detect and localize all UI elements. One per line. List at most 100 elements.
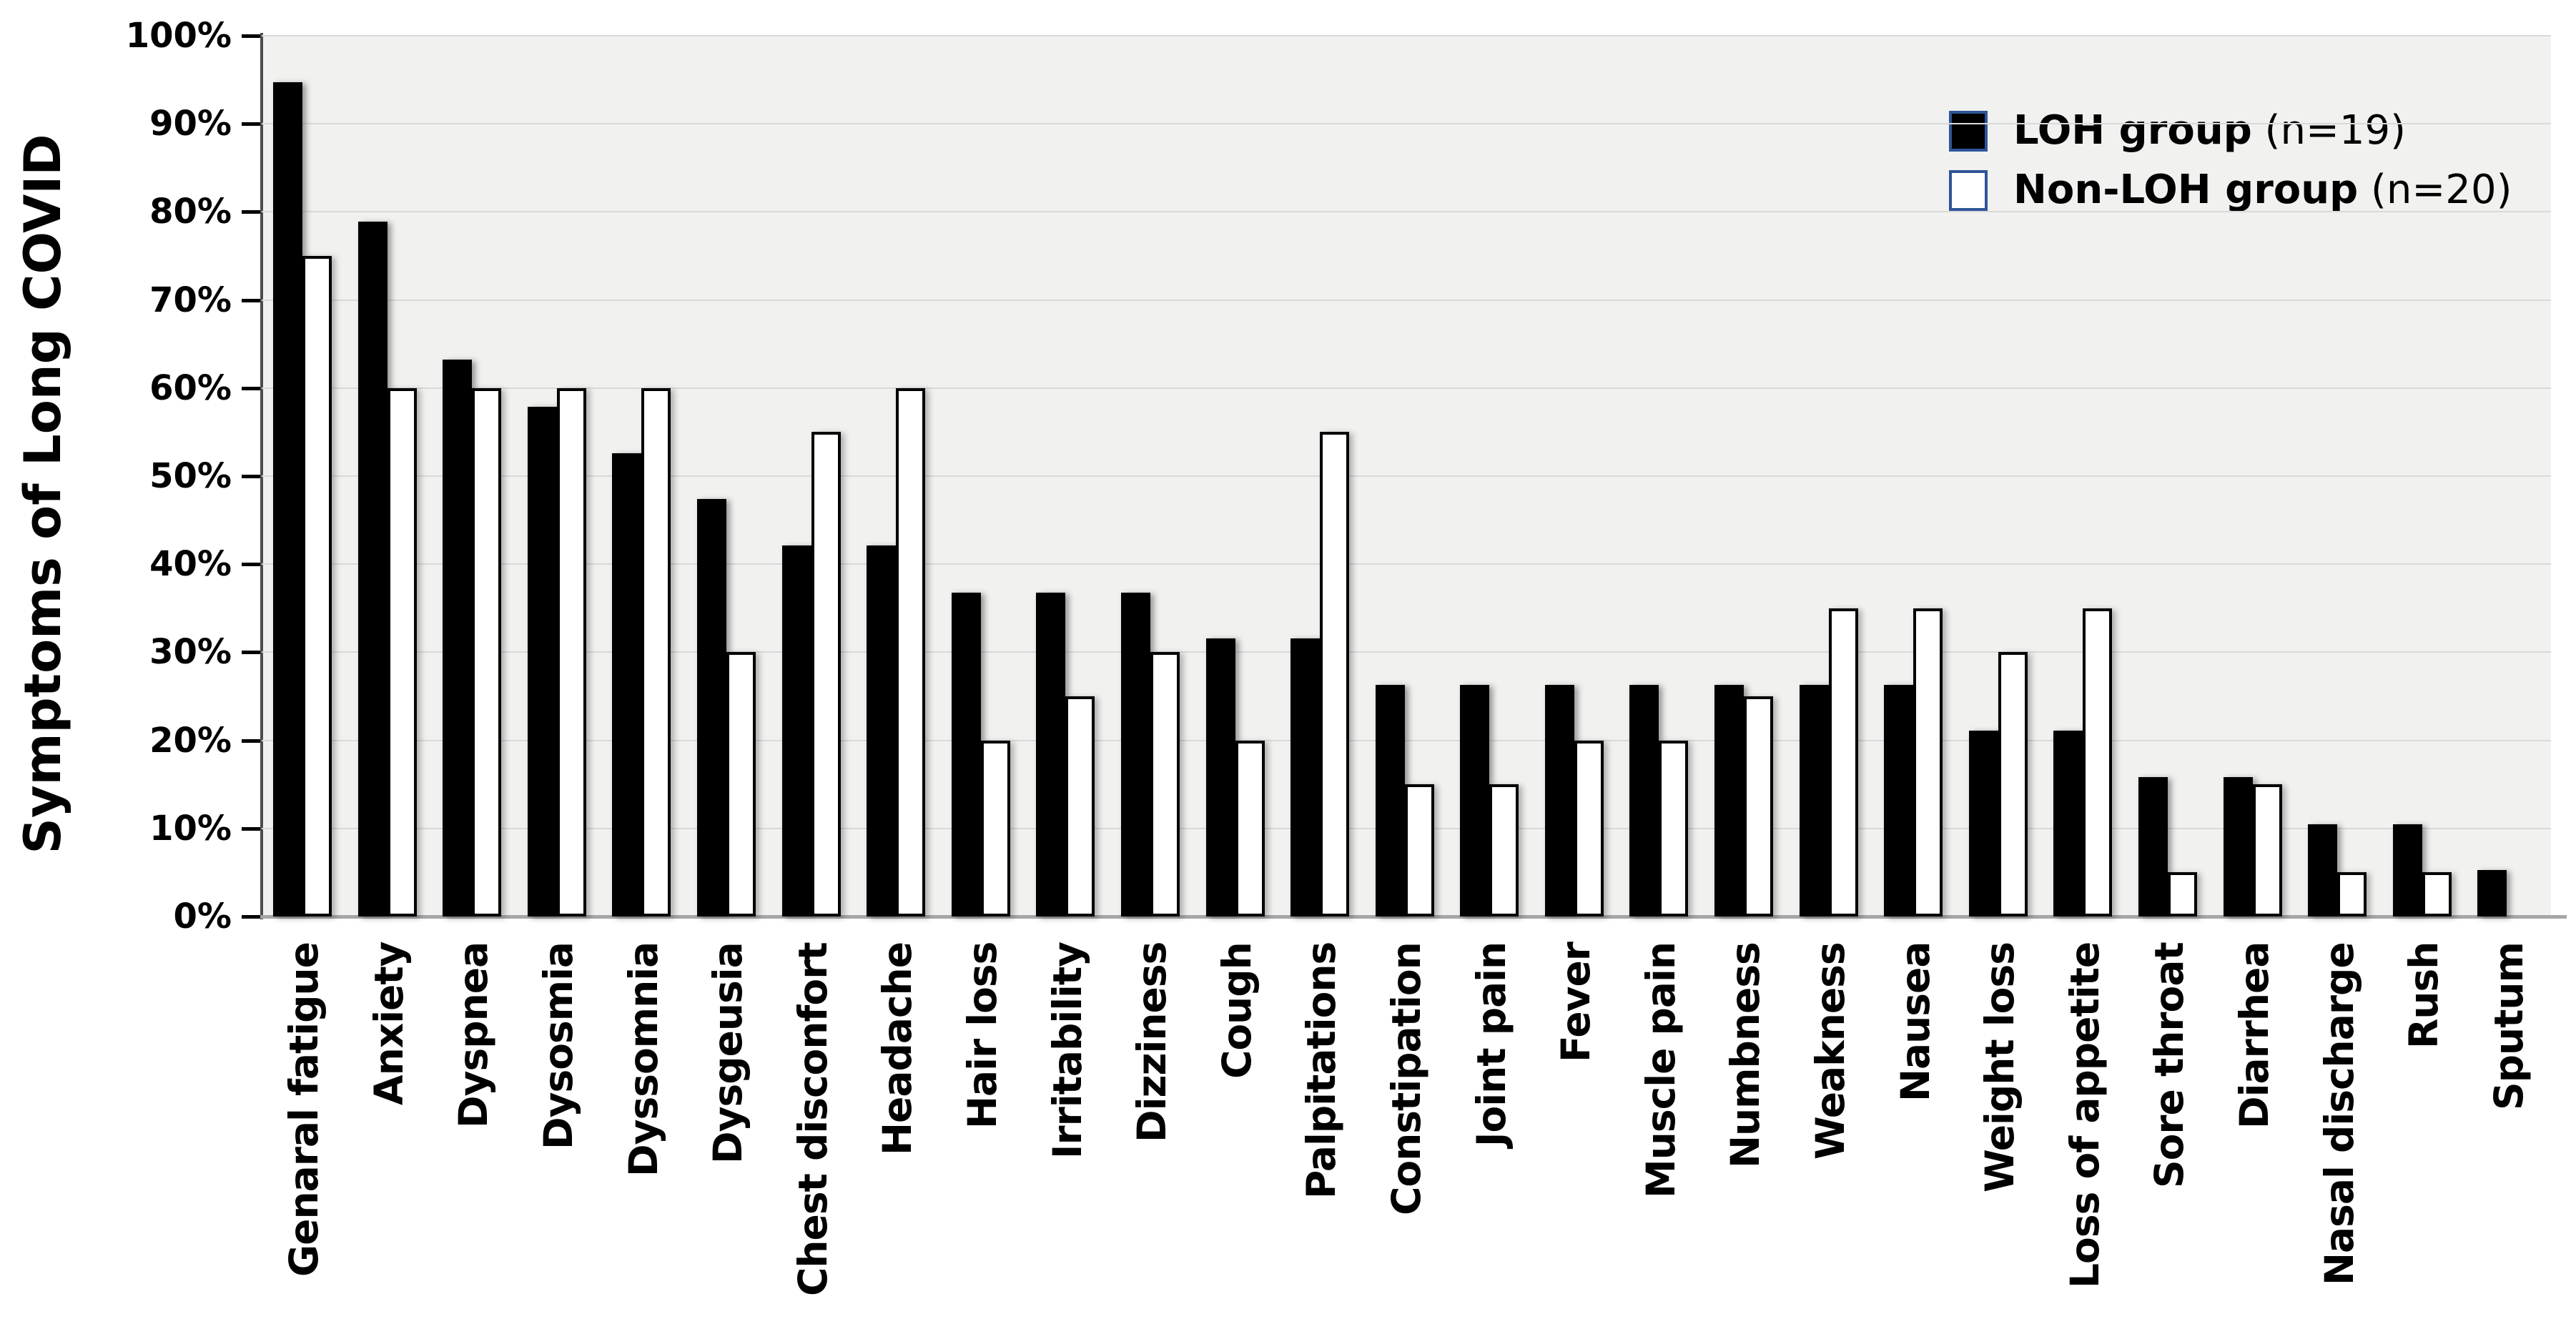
bar-nonloh-dyssomnia <box>641 388 671 917</box>
bar-loh-dizziness <box>1121 593 1150 917</box>
x-category-label: Muscle pain <box>1637 942 1684 1199</box>
x-category-label: Dyspnea <box>450 942 497 1129</box>
y-tick-label: 0% <box>173 896 232 937</box>
y-axis-tick <box>242 210 260 214</box>
legend-item-nonloh: Non-LOH group (n=20) <box>1949 169 2512 211</box>
x-category-label: Constipation <box>1383 942 1429 1215</box>
x-category-slot: Numbness <box>1703 942 1788 1324</box>
gridline <box>262 123 2551 125</box>
bar-nonloh-cough <box>1235 741 1265 917</box>
x-category-slot: Dysgeusia <box>686 942 771 1324</box>
bar-loh-headache <box>867 545 896 917</box>
x-category-label: Numbness <box>1722 942 1769 1168</box>
gridline <box>262 35 2551 36</box>
legend-label-nonloh-count: (n=20) <box>2371 167 2512 213</box>
y-tick-label: 60% <box>149 367 232 408</box>
bar-nonloh-nausea <box>1913 608 1943 917</box>
bar-loh-numbness <box>1714 685 1744 917</box>
bar-nonloh-diarrhea <box>2253 784 2282 917</box>
bar-nonloh-sore-throat <box>2168 872 2197 917</box>
x-category-label: Sputum <box>2485 942 2532 1110</box>
y-axis-tick <box>242 738 260 743</box>
x-category-label: Genaral fatigue <box>281 942 327 1277</box>
x-category-slot: Constipation <box>1364 942 1449 1324</box>
bar-loh-nausea <box>1884 685 1913 917</box>
bar-loh-palpitations <box>1291 638 1320 917</box>
bar-loh-sputum <box>2477 870 2507 917</box>
bar-nonloh-dizziness <box>1150 652 1180 917</box>
gridline <box>262 299 2551 301</box>
x-category-label: Chest disconfort <box>789 942 836 1296</box>
bar-nonloh-dysgeusia <box>726 652 756 917</box>
bar-nonloh-muscle-pain <box>1659 741 1688 917</box>
bar-loh-hair-loss <box>952 593 981 917</box>
y-tick-label: 10% <box>149 808 232 849</box>
bar-loh-weakness <box>1800 685 1829 917</box>
bar-nonloh-nasal-discharge <box>2337 872 2367 917</box>
legend-label-nonloh: Non-LOH group (n=20) <box>2013 169 2512 211</box>
x-category-slot: Dyssomnia <box>601 942 686 1324</box>
bar-nonloh-dyspnea <box>472 388 501 917</box>
bar-loh-nasal-discharge <box>2308 824 2337 917</box>
x-category-label: Joint pain <box>1468 942 1514 1147</box>
bar-loh-dysgeusia <box>697 499 726 917</box>
bar-nonloh-joint-pain <box>1489 784 1519 917</box>
x-category-label: Dysgeusia <box>705 942 751 1164</box>
bar-nonloh-loss-of-appetite <box>2083 608 2112 917</box>
x-axis-line <box>260 915 2567 919</box>
x-category-slot: Muscle pain <box>1618 942 1703 1324</box>
bar-nonloh-constipation <box>1405 784 1434 917</box>
x-category-label: Headache <box>874 942 921 1155</box>
x-category-slot: Dizziness <box>1110 942 1195 1324</box>
y-axis-tick <box>242 122 260 127</box>
bar-loh-cough <box>1206 638 1235 917</box>
y-tick-label: 20% <box>149 720 232 761</box>
bar-nonloh-chest-disconfort <box>811 432 841 917</box>
y-tick-label: 50% <box>149 456 232 496</box>
x-category-slot: Fever <box>1534 942 1619 1324</box>
bar-nonloh-palpitations <box>1320 432 1349 917</box>
y-axis-tick <box>242 915 260 919</box>
x-category-slot: Joint pain <box>1449 942 1534 1324</box>
legend-label-loh-count: (n=19) <box>2264 107 2406 154</box>
bar-nonloh-fever <box>1574 741 1604 917</box>
gridline <box>262 563 2551 565</box>
legend-label-loh-n <box>2252 107 2265 154</box>
x-category-slot: Sore throat <box>2127 942 2212 1324</box>
x-category-label: Dyssomnia <box>620 942 666 1177</box>
x-category-label: Palpitations <box>1298 942 1345 1200</box>
y-axis-tick <box>242 651 260 655</box>
x-category-slot: Loss of appetite <box>2042 942 2127 1324</box>
x-category-label: Nausea <box>1892 942 1938 1102</box>
x-category-slot: Palpitations <box>1279 942 1364 1324</box>
x-category-label: Dizziness <box>1129 942 1175 1143</box>
x-category-slot: Headache <box>855 942 940 1324</box>
y-axis-tick <box>242 826 260 831</box>
y-tick-label: 30% <box>149 632 232 673</box>
y-tick-label: 70% <box>149 280 232 320</box>
bar-nonloh-numbness <box>1744 696 1773 917</box>
bar-nonloh-rush <box>2422 872 2452 917</box>
x-category-label: Weakness <box>1807 942 1853 1160</box>
legend-swatch-nonloh-icon <box>1949 169 1988 211</box>
gridline <box>262 387 2551 389</box>
legend-label-nonloh-name: Non-LOH group <box>2013 167 2359 213</box>
legend-label-loh: LOH group (n=19) <box>2013 110 2406 152</box>
x-category-slot: Weakness <box>1788 942 1873 1324</box>
x-category-label: Hair loss <box>959 942 1006 1130</box>
gridline <box>262 475 2551 477</box>
bar-nonloh-dysosmia <box>557 388 586 917</box>
bar-nonloh-irritability <box>1065 696 1095 917</box>
x-category-label: Dysosmia <box>536 942 582 1150</box>
bar-loh-muscle-pain <box>1629 685 1659 917</box>
y-tick-label: 40% <box>149 544 232 585</box>
bar-loh-sore-throat <box>2138 777 2168 917</box>
x-category-slot: Sputum <box>2466 942 2551 1324</box>
bar-nonloh-hair-loss <box>981 741 1010 917</box>
bar-nonloh-anxiety <box>388 388 417 917</box>
bar-loh-rush <box>2393 824 2422 917</box>
bar-loh-loss-of-appetite <box>2053 731 2083 917</box>
y-tick-label: 90% <box>149 104 232 144</box>
x-category-slot: Cough <box>1195 942 1280 1324</box>
